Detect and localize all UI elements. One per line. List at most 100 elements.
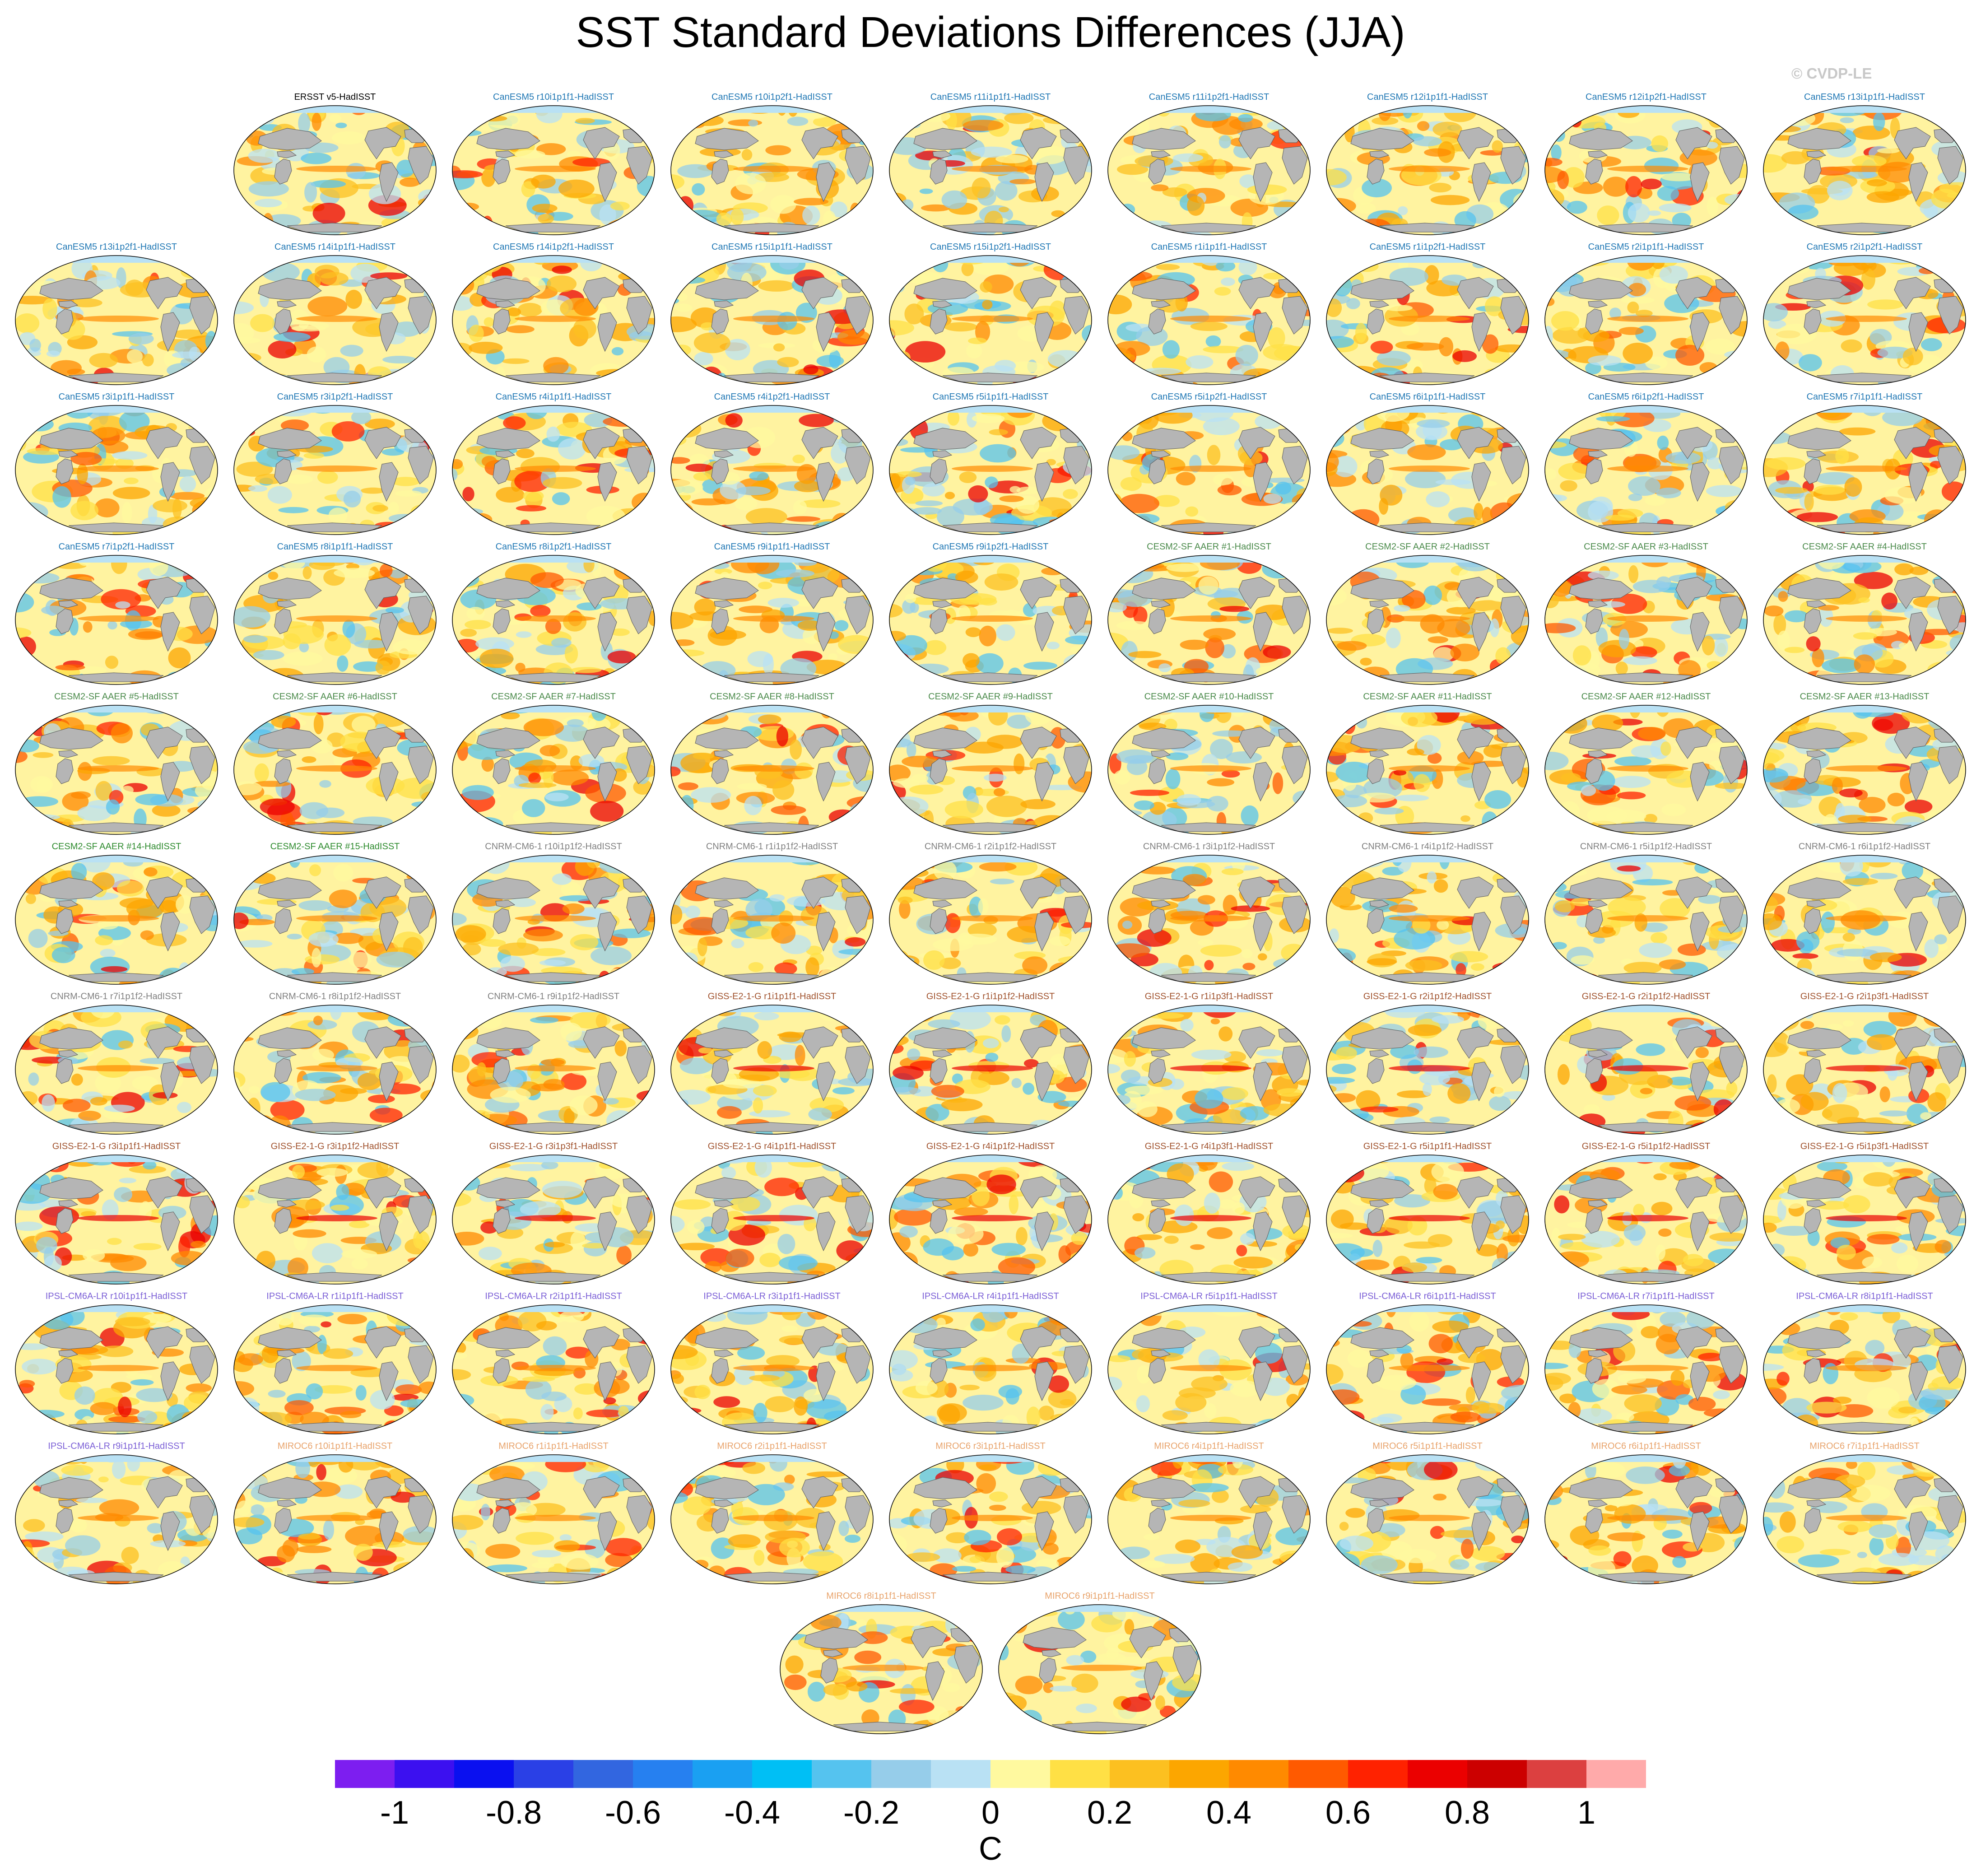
panel-title: CanESM5 r13i1p2f1-HadISST xyxy=(56,242,177,252)
panel-title: CanESM5 r7i1p2f1-HadISST xyxy=(58,542,175,552)
sst-difference-map xyxy=(233,255,437,386)
map-panel: GISS-E2-1-G r4i1p1f1-HadISST xyxy=(663,1140,881,1285)
map-panel: CNRM-CM6-1 r3i1p1f2-HadISST xyxy=(1100,840,1318,985)
sst-difference-map xyxy=(888,1004,1093,1135)
map-panel: CanESM5 r12i1p1f1-HadISST xyxy=(1318,90,1537,236)
map-panel: CNRM-CM6-1 r8i1p1f2-HadISST xyxy=(226,990,444,1135)
panel-title: IPSL-CM6A-LR r1i1p1f1-HadISST xyxy=(266,1291,404,1301)
map-panel: IPSL-CM6A-LR r9i1p1f1-HadISST xyxy=(7,1439,226,1585)
map-panel: CNRM-CM6-1 r2i1p1f2-HadISST xyxy=(881,840,1100,985)
panel-title: CESM2-SF AAER #9-HadISST xyxy=(928,692,1053,702)
sst-difference-map xyxy=(1107,105,1311,236)
sst-difference-map xyxy=(1107,255,1311,386)
colorbar-box xyxy=(1467,1760,1527,1788)
colorbar-box xyxy=(1169,1760,1229,1788)
panel-title: GISS-E2-1-G r4i1p1f2-HadISST xyxy=(926,1141,1055,1151)
map-panel: CNRM-CM6-1 r5i1p1f2-HadISST xyxy=(1537,840,1755,985)
panel-title: CanESM5 r5i1p1f1-HadISST xyxy=(932,392,1049,402)
sst-difference-map xyxy=(451,405,656,535)
map-panel: MIROC6 r4i1p1f1-HadISST xyxy=(1100,1439,1318,1585)
panel-title: IPSL-CM6A-LR r6i1p1f1-HadISST xyxy=(1359,1291,1496,1301)
map-panel: CanESM5 r14i1p1f1-HadISST xyxy=(226,240,444,386)
panel-title: CanESM5 r3i1p2f1-HadISST xyxy=(277,392,393,402)
sst-difference-map xyxy=(14,704,219,835)
panel-grid: ERSST v5-HadISST CanESM5 r10i1p1f1-HadISS… xyxy=(7,90,1974,1735)
sst-difference-map xyxy=(451,105,656,236)
map-panel: IPSL-CM6A-LR r2i1p1f1-HadISST xyxy=(444,1289,663,1435)
sst-difference-map xyxy=(233,854,437,985)
colorbar-box xyxy=(395,1760,454,1788)
map-panel: CanESM5 r11i1p1f1-HadISST xyxy=(881,90,1100,236)
sst-difference-map xyxy=(888,405,1093,535)
watermark: © CVDP-LE xyxy=(1791,65,1872,82)
sst-difference-map xyxy=(670,1454,874,1585)
map-panel: CanESM5 r9i1p2f1-HadISST xyxy=(881,540,1100,685)
panel-title: GISS-E2-1-G r1i1p1f1-HadISST xyxy=(707,992,837,1001)
sst-difference-map xyxy=(998,1604,1202,1735)
map-panel: IPSL-CM6A-LR r3i1p1f1-HadISST xyxy=(663,1289,881,1435)
panel-title: GISS-E2-1-G r1i1p3f1-HadISST xyxy=(1144,992,1274,1001)
map-panel: MIROC6 r7i1p1f1-HadISST xyxy=(1755,1439,1974,1585)
panel-title: CNRM-CM6-1 r10i1p1f2-HadISST xyxy=(485,842,622,852)
sst-difference-map xyxy=(888,1304,1093,1435)
map-panel: CanESM5 r5i1p2f1-HadISST xyxy=(1100,390,1318,535)
sst-difference-map xyxy=(1107,1454,1311,1585)
panel-title: CanESM5 r11i1p2f1-HadISST xyxy=(1149,92,1270,102)
panel-title: CESM2-SF AAER #1-HadISST xyxy=(1147,542,1271,552)
sst-difference-map xyxy=(670,105,874,236)
sst-difference-map xyxy=(1762,255,1967,386)
map-panel: GISS-E2-1-G r4i1p1f2-HadISST xyxy=(881,1140,1100,1285)
colorbar-box xyxy=(752,1760,812,1788)
colorbar-box xyxy=(1408,1760,1467,1788)
sst-difference-map xyxy=(451,854,656,985)
map-panel: GISS-E2-1-G r1i1p1f1-HadISST xyxy=(663,990,881,1135)
panel-title: CNRM-CM6-1 r2i1p1f2-HadISST xyxy=(924,842,1057,852)
panel-title: CanESM5 r4i1p2f1-HadISST xyxy=(714,392,830,402)
panel-title: MIROC6 r8i1p1f1-HadISST xyxy=(826,1591,936,1601)
panel-title: CanESM5 r4i1p1f1-HadISST xyxy=(495,392,612,402)
sst-difference-map xyxy=(1107,854,1311,985)
sst-difference-map xyxy=(233,105,437,236)
map-panel: CanESM5 r13i1p1f1-HadISST xyxy=(1755,90,1974,236)
sst-difference-map xyxy=(1544,854,1748,985)
sst-difference-map xyxy=(14,1454,219,1585)
panel-title: MIROC6 r1i1p1f1-HadISST xyxy=(498,1441,609,1451)
map-panel: MIROC6 r5i1p1f1-HadISST xyxy=(1318,1439,1537,1585)
colorbar-box xyxy=(1586,1760,1646,1788)
sst-difference-map xyxy=(14,405,219,535)
panel-title: CNRM-CM6-1 r7i1p1f2-HadISST xyxy=(50,992,183,1001)
sst-difference-map xyxy=(670,255,874,386)
panel-title: CanESM5 r8i1p1f1-HadISST xyxy=(277,542,393,552)
panel-title: MIROC6 r2i1p1f1-HadISST xyxy=(717,1441,827,1451)
map-panel: GISS-E2-1-G r5i1p1f2-HadISST xyxy=(1537,1140,1755,1285)
sst-difference-map xyxy=(451,704,656,835)
panel-title: GISS-E2-1-G r4i1p1f1-HadISST xyxy=(707,1141,837,1151)
sst-difference-map xyxy=(888,255,1093,386)
panel-title: IPSL-CM6A-LR r3i1p1f1-HadISST xyxy=(703,1291,841,1301)
sst-difference-map xyxy=(1107,554,1311,685)
colorbar-box xyxy=(812,1760,871,1788)
panel-title: MIROC6 r7i1p1f1-HadISST xyxy=(1809,1441,1920,1451)
panel-title: CanESM5 r8i1p2f1-HadISST xyxy=(495,542,612,552)
colorbar-tick-label: 0.2 xyxy=(1087,1795,1133,1831)
panel-title: GISS-E2-1-G r5i1p1f1-HadISST xyxy=(1363,1141,1492,1151)
panel-title: CESM2-SF AAER #4-HadISST xyxy=(1802,542,1927,552)
panel-title: CanESM5 r14i1p1f1-HadISST xyxy=(274,242,395,252)
sst-difference-map xyxy=(1762,405,1967,535)
panel-title: CESM2-SF AAER #14-HadISST xyxy=(51,842,181,852)
sst-difference-map xyxy=(1544,105,1748,236)
colorbar-box xyxy=(454,1760,514,1788)
sst-difference-map xyxy=(1544,554,1748,685)
panel-title: IPSL-CM6A-LR r5i1p1f1-HadISST xyxy=(1140,1291,1278,1301)
colorbar-ticks: -1 -0.8 -0.6 -0.4 -0.2 0 0.2 0.4 0.6 0.8 1 xyxy=(335,1792,1646,1833)
map-panel: CanESM5 r3i1p2f1-HadISST xyxy=(226,390,444,535)
sst-difference-map xyxy=(451,1004,656,1135)
map-panel: CESM2-SF AAER #14-HadISST xyxy=(7,840,226,985)
panel-title: GISS-E2-1-G r4i1p3f1-HadISST xyxy=(1144,1141,1274,1151)
sst-difference-map xyxy=(888,105,1093,236)
map-panel: CanESM5 r13i1p2f1-HadISST xyxy=(7,240,226,386)
colorbar-box xyxy=(514,1760,573,1788)
panel-title: CESM2-SF AAER #7-HadISST xyxy=(491,692,616,702)
sst-difference-map xyxy=(670,405,874,535)
map-panel: CESM2-SF AAER #9-HadISST xyxy=(881,690,1100,835)
